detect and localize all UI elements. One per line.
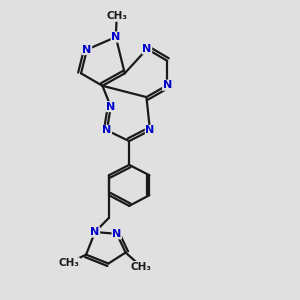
Text: N: N	[102, 125, 112, 135]
Text: N: N	[106, 102, 116, 112]
Text: CH₃: CH₃	[106, 11, 127, 21]
Text: N: N	[112, 229, 121, 239]
Text: N: N	[146, 125, 154, 135]
Text: N: N	[142, 44, 152, 54]
Text: N: N	[82, 44, 91, 55]
Text: N: N	[163, 80, 172, 90]
Text: N: N	[90, 227, 100, 237]
Text: CH₃: CH₃	[130, 262, 152, 272]
Text: CH₃: CH₃	[59, 258, 80, 268]
Text: N: N	[111, 32, 120, 42]
